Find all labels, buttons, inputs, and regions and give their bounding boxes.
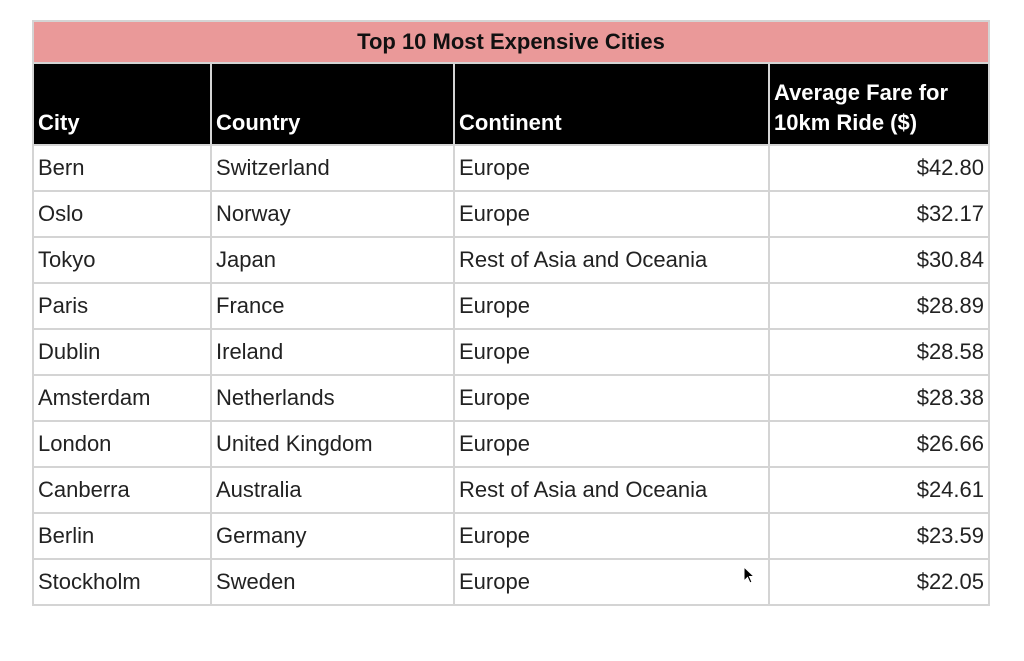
table-cell: Germany [210, 512, 455, 560]
table-cell: Europe [453, 282, 770, 330]
table-cell: $26.66 [768, 420, 990, 468]
table-cell: Europe [453, 144, 770, 192]
column-header: Average Fare for 10km Ride ($) [768, 62, 990, 146]
table-row: Bern Switzerland Europe $42.80 [32, 144, 990, 192]
column-header: City [32, 62, 212, 146]
mouse-cursor [743, 566, 756, 584]
table-row: London United Kingdom Europe $26.66 [32, 420, 990, 468]
table-body: Bern Switzerland Europe $42.80 Oslo Norway Eur… [32, 144, 990, 606]
column-header: Continent [453, 62, 770, 146]
table-cell: Europe [453, 512, 770, 560]
table-cell: $42.80 [768, 144, 990, 192]
table-cell: Canberra [32, 466, 212, 514]
table-title: Top 10 Most Expensive Cities [32, 20, 990, 64]
table-cell: France [210, 282, 455, 330]
table-cell: Europe [453, 190, 770, 238]
table-cell: $28.58 [768, 328, 990, 376]
table-cell: Europe [453, 328, 770, 376]
table-row: Stockholm Sweden Europe $22.05 [32, 558, 990, 606]
table-cell: Norway [210, 190, 455, 238]
table-cell: Switzerland [210, 144, 455, 192]
table-cell: Oslo [32, 190, 212, 238]
table-cell: Paris [32, 282, 212, 330]
table-row: Paris France Europe $28.89 [32, 282, 990, 330]
table-cell: Bern [32, 144, 212, 192]
table-cell: London [32, 420, 212, 468]
table-cell: $28.38 [768, 374, 990, 422]
table-cell: $28.89 [768, 282, 990, 330]
table-cell: Stockholm [32, 558, 212, 606]
table-cell: Australia [210, 466, 455, 514]
table-cell: Europe [453, 558, 770, 606]
fare-table: Top 10 Most Expensive Cities City Country… [32, 20, 990, 606]
table-row: Tokyo Japan Rest of Asia and Oceania $30.84 [32, 236, 990, 284]
table-row: Amsterdam Netherlands Europe $28.38 [32, 374, 990, 422]
table-cell: Berlin [32, 512, 212, 560]
table-cell: Rest of Asia and Oceania [453, 466, 770, 514]
table-cell: United Kingdom [210, 420, 455, 468]
table-cell: Rest of Asia and Oceania [453, 236, 770, 284]
title-row: Top 10 Most Expensive Cities [32, 20, 990, 64]
table-cell: $23.59 [768, 512, 990, 560]
table-cell: Europe [453, 420, 770, 468]
table-row: Oslo Norway Europe $32.17 [32, 190, 990, 238]
table-cell: $32.17 [768, 190, 990, 238]
table-cell: Netherlands [210, 374, 455, 422]
header-row: City Country Continent Average Fare for 10k… [32, 62, 990, 146]
table-cell: $30.84 [768, 236, 990, 284]
table-row: Dublin Ireland Europe $28.58 [32, 328, 990, 376]
table-cell: $22.05 [768, 558, 990, 606]
table-row: Canberra Australia Rest of Asia and Oceani… [32, 466, 990, 514]
table-cell: Ireland [210, 328, 455, 376]
table-row: Berlin Germany Europe $23.59 [32, 512, 990, 560]
table-cell: Europe [453, 374, 770, 422]
column-header: Country [210, 62, 455, 146]
table-cell: Japan [210, 236, 455, 284]
table-cell: $24.61 [768, 466, 990, 514]
table-cell: Dublin [32, 328, 212, 376]
table-cell: Tokyo [32, 236, 212, 284]
table-cell: Amsterdam [32, 374, 212, 422]
table-cell: Sweden [210, 558, 455, 606]
